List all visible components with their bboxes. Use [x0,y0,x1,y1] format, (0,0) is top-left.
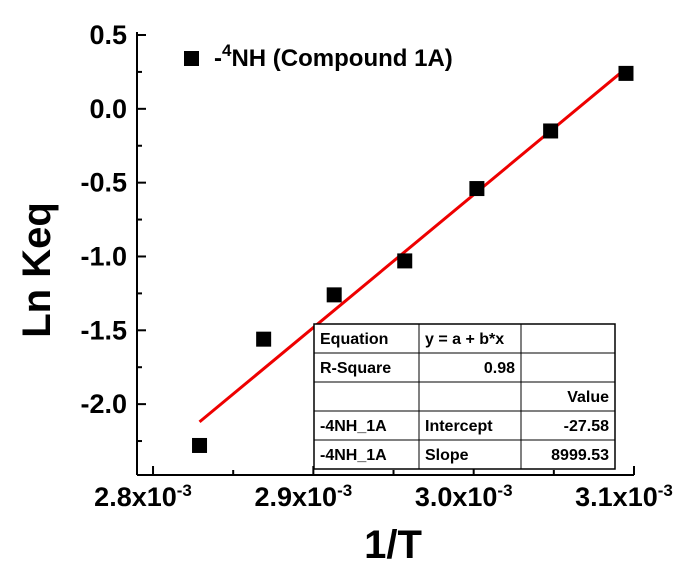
data-point [192,437,208,453]
data-point [256,331,272,347]
table-cell: Intercept [425,418,493,435]
data-point [469,181,485,197]
table-cell: y = a + b*x [425,331,504,348]
legend: -4NH (Compound 1A) [184,41,453,72]
table-cell: Slope [425,447,469,464]
table-cell: Value [567,389,609,406]
table-cell: 0.98 [484,360,515,377]
x-tick-exponent: -3 [658,481,673,500]
points-layer [192,65,634,453]
x-tick-mantissa: 3.0x10 [415,482,498,512]
x-tick-exponent: -3 [337,481,352,500]
x-tick-mantissa: 2.8x10 [94,482,177,512]
x-tick-mantissa: 3.1x10 [575,482,658,512]
x-tick-label: 3.1x10-3 [575,481,673,512]
y-axis-title: Ln Keq [15,202,59,338]
table-frame [313,323,616,470]
data-point [326,287,342,303]
fit-results-table: Equation y = a + b*x R-Square 0.98 Value -4NH… [313,323,616,470]
data-point [397,253,413,269]
y-tick-label: 0.0 [89,94,127,124]
y-tick-label: -0.5 [80,168,127,198]
y-tick-label: -1.5 [80,315,127,345]
x-tick-label: 2.8x10-3 [94,481,192,512]
y-tick-label: -2.0 [80,389,127,419]
x-tick-exponent: -3 [177,481,192,500]
axes-layer: 0.50.0-0.5-1.0-1.5-2.02.8x10-3 2.9x10-3 3.… [80,20,672,512]
legend-marker [184,51,199,66]
x-tick-label: 3.0x10-3 [415,481,513,512]
x-tick-mantissa: 2.9x10 [254,482,337,512]
data-point [618,65,634,81]
table-cell: 8999.53 [551,447,609,464]
x-tick-exponent: -3 [497,481,512,500]
table-cell: -4NH_1A [320,447,387,464]
x-axis-title: 1/T [364,523,422,567]
table-cell: R-Square [320,360,391,377]
axis-titles: Ln Keq 1/T [15,202,422,567]
legend-label: -4NH (Compound 1A) [214,41,453,72]
x-tick-label: 2.9x10-3 [254,481,352,512]
y-tick-label: -1.0 [80,241,127,271]
data-point [543,123,559,139]
table-cell: -27.58 [564,418,609,435]
table-cell: Equation [320,331,388,348]
table-cell: -4NH_1A [320,418,387,435]
y-tick-label: 0.5 [89,20,127,50]
